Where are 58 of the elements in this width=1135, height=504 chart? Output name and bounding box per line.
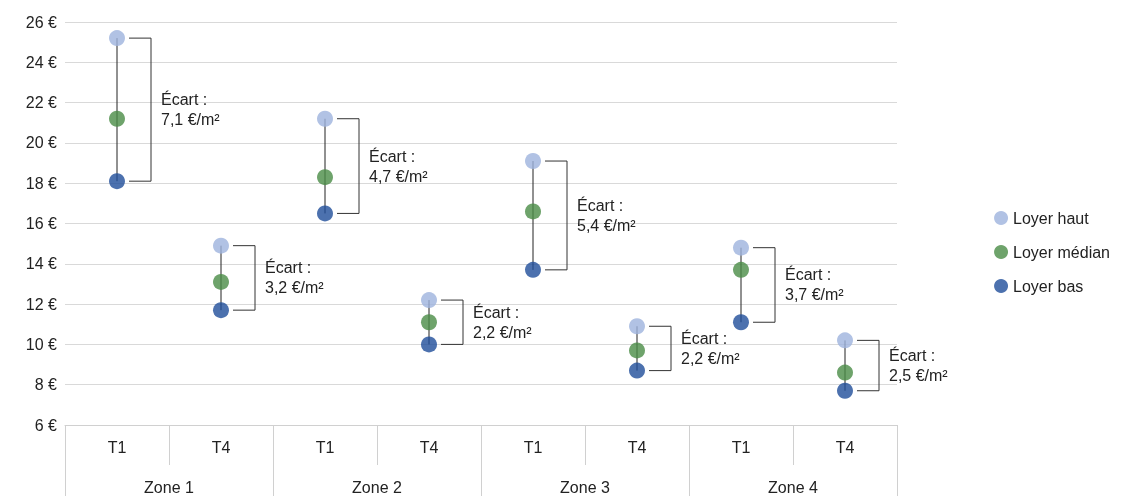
y-tick-label: 20 € <box>25 134 58 152</box>
point <box>837 332 853 349</box>
y-tick-label: 14 € <box>25 255 58 273</box>
point <box>421 336 437 353</box>
point <box>213 237 229 254</box>
x-tick-label: T4 <box>211 438 231 456</box>
annotation: Écart : 2,2 €/m² <box>681 328 741 367</box>
point <box>733 314 749 331</box>
legend-label: Loyer haut <box>1013 209 1090 227</box>
point <box>837 382 853 399</box>
y-tick-label: 12 € <box>25 295 58 313</box>
point <box>317 205 333 222</box>
x-tick-label: T1 <box>315 438 335 456</box>
y-tick-label: 8 € <box>34 376 58 394</box>
text: Zone 2 <box>352 478 403 496</box>
annotation: Écart : 4,7 €/m² <box>369 146 429 185</box>
text: Zone 3 <box>560 478 611 496</box>
x-tick-label: T4 <box>627 438 647 456</box>
point <box>629 342 645 359</box>
x-tick-label: T1 <box>731 438 751 456</box>
point <box>109 110 125 127</box>
point <box>837 364 853 381</box>
y-tick-label: 10 € <box>25 335 58 353</box>
y-tick-label: 24 € <box>25 53 58 71</box>
text: Zone 1 <box>144 478 195 496</box>
point <box>525 203 541 220</box>
y-tick-label: 18 € <box>25 174 58 192</box>
legend-label: Loyer bas <box>1013 277 1084 295</box>
x-tick-label: T4 <box>835 438 855 456</box>
annotation: Écart : 5,4 €/m² <box>577 195 637 234</box>
point <box>629 362 645 379</box>
point <box>733 261 749 278</box>
legend-label: Loyer médian <box>1013 243 1111 261</box>
x-tick-label: T1 <box>523 438 543 456</box>
annotation: Écart : 3,7 €/m² <box>785 265 845 304</box>
annotation: Écart : 2,5 €/m² <box>889 346 949 385</box>
point <box>317 169 333 186</box>
point <box>525 153 541 170</box>
point <box>109 30 125 47</box>
point <box>317 110 333 127</box>
y-tick-label: 6 € <box>34 416 58 434</box>
point <box>733 239 749 256</box>
point <box>629 318 645 335</box>
point <box>421 292 437 309</box>
annotation: Écart : 7,1 €/m² <box>161 90 221 129</box>
point <box>421 314 437 331</box>
annotation: Écart : 3,2 €/m² <box>265 258 325 297</box>
point <box>109 173 125 190</box>
point <box>525 261 541 278</box>
y-tick-label: 22 € <box>25 94 58 112</box>
point <box>213 273 229 290</box>
y-tick-label: 26 € <box>25 13 58 31</box>
y-tick-label: 16 € <box>25 215 58 232</box>
x-tick-label: T4 <box>419 438 439 456</box>
text: Zone 4 <box>768 478 819 496</box>
annotation: Écart : 2,2 €/m² <box>473 302 533 341</box>
x-tick-label: T1 <box>107 438 127 456</box>
point <box>213 302 229 319</box>
